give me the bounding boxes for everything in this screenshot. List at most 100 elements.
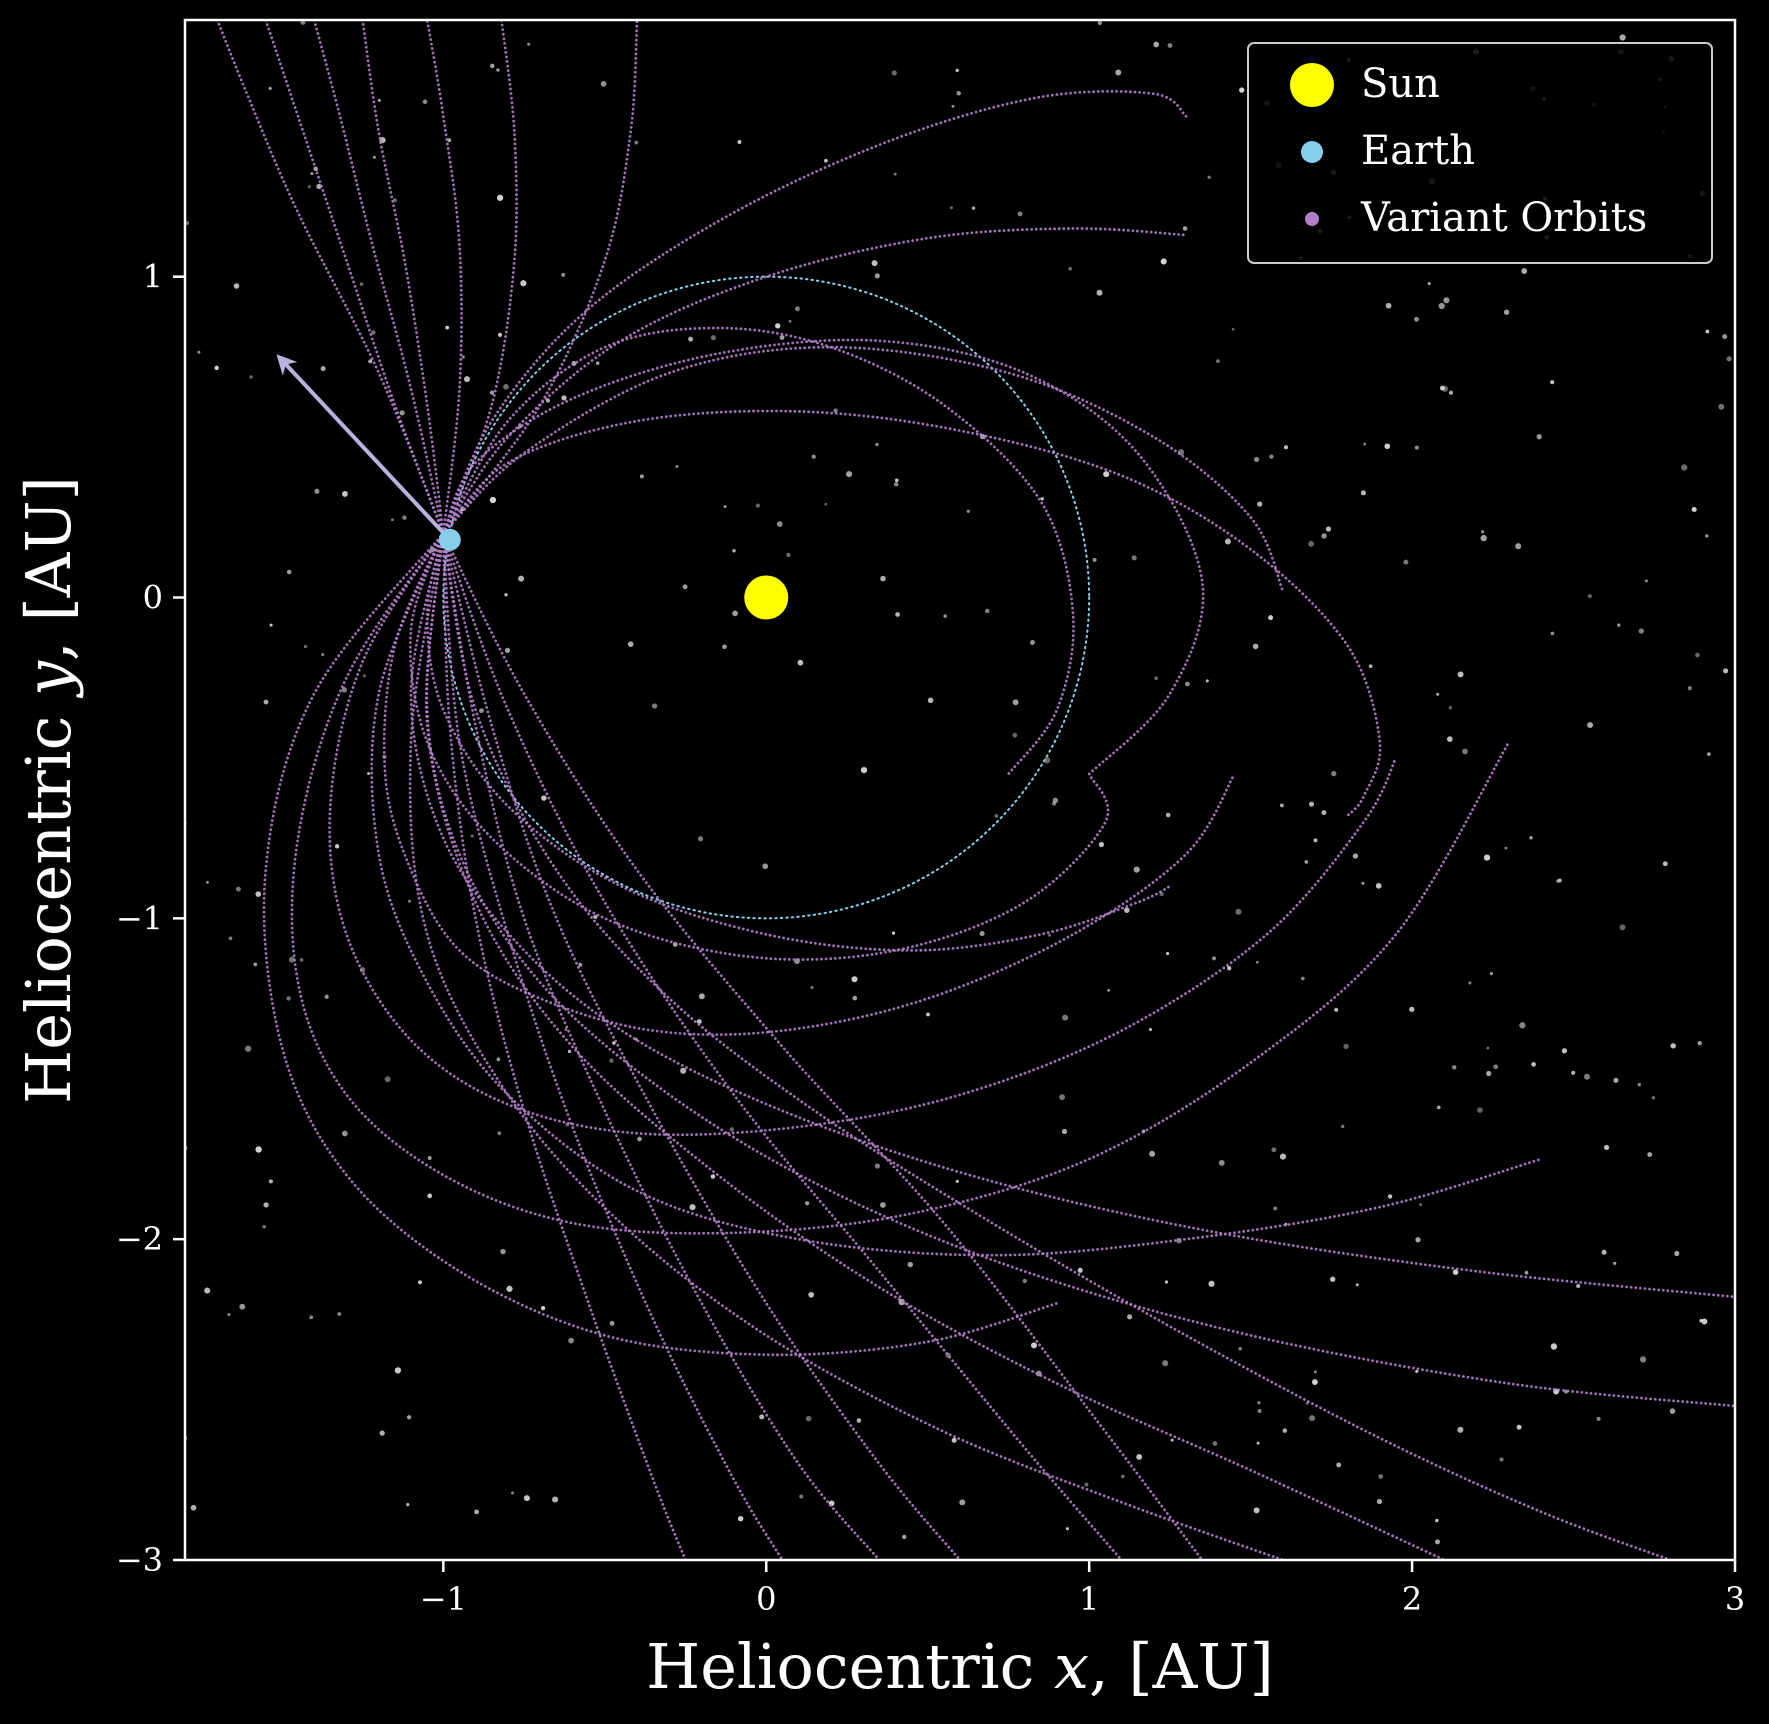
star <box>710 335 716 341</box>
star <box>235 886 241 892</box>
star <box>406 1415 412 1420</box>
star <box>1205 679 1209 683</box>
variant-orbit <box>382 531 1236 1037</box>
star <box>895 612 900 617</box>
star <box>1705 534 1709 538</box>
y-axis-ticks: −3 −2 −1 0 1 <box>116 258 185 1579</box>
star <box>1154 676 1158 680</box>
celestial-bodies-group <box>438 528 789 620</box>
star <box>732 610 738 617</box>
star <box>1651 1096 1656 1100</box>
star <box>737 139 742 145</box>
star <box>698 993 705 1000</box>
star <box>985 608 990 614</box>
star <box>1256 1441 1260 1445</box>
star <box>1282 1428 1288 1433</box>
star <box>407 899 412 903</box>
star <box>341 1130 348 1137</box>
earth-orbit-path <box>442 275 1091 920</box>
legend-orbits-label: Variant Orbits <box>1360 195 1647 241</box>
star <box>1218 1160 1225 1166</box>
star <box>609 1320 615 1326</box>
star <box>1097 20 1102 26</box>
star <box>1462 748 1468 755</box>
star <box>1587 722 1594 729</box>
star <box>268 1179 273 1184</box>
star <box>1252 643 1259 650</box>
star <box>1489 972 1493 976</box>
variant-orbit <box>441 531 784 1560</box>
star <box>1279 803 1284 808</box>
star <box>1583 1073 1591 1080</box>
star <box>497 1131 502 1136</box>
variant-orbit <box>408 531 1285 1560</box>
star <box>321 652 325 657</box>
star <box>204 1287 211 1294</box>
star <box>197 350 201 354</box>
star <box>1271 1147 1277 1153</box>
star <box>1415 1369 1419 1373</box>
star <box>722 644 727 650</box>
star <box>286 569 292 575</box>
star <box>1515 543 1522 550</box>
star <box>1378 1474 1383 1479</box>
star <box>762 863 769 870</box>
star <box>1043 757 1051 764</box>
star <box>399 410 405 416</box>
star <box>1224 538 1231 545</box>
star <box>1127 1314 1133 1320</box>
star <box>1601 1249 1607 1255</box>
star <box>833 408 838 413</box>
star <box>680 1067 687 1074</box>
x-tick-label: 0 <box>756 1580 776 1618</box>
earth-orbit-ring <box>442 275 1091 920</box>
star <box>288 956 295 963</box>
star <box>593 914 598 920</box>
star <box>214 365 219 371</box>
star <box>927 697 934 704</box>
star <box>461 355 465 359</box>
star <box>1414 445 1419 450</box>
star <box>1436 1105 1441 1110</box>
star <box>1480 530 1485 534</box>
star <box>249 375 253 379</box>
star <box>966 509 970 513</box>
star <box>406 1503 410 1507</box>
star <box>1052 797 1059 804</box>
star <box>943 614 947 618</box>
star <box>1304 860 1309 864</box>
star <box>523 1495 530 1502</box>
star <box>320 366 326 372</box>
star <box>578 962 583 967</box>
star <box>688 336 694 342</box>
star <box>268 86 272 90</box>
star <box>1561 1048 1568 1054</box>
star <box>1674 1250 1680 1257</box>
star <box>856 1418 862 1423</box>
star <box>1486 1070 1492 1077</box>
star <box>1477 1107 1483 1113</box>
sun-marker <box>744 575 789 620</box>
variant-orbit <box>425 20 463 535</box>
star <box>1166 952 1170 956</box>
variant-orbit <box>441 326 1075 776</box>
star <box>402 515 407 520</box>
legend-sun-marker <box>1290 63 1334 107</box>
star <box>697 836 704 842</box>
star <box>1504 846 1508 850</box>
star <box>1529 836 1533 840</box>
variant-orbit <box>424 531 1446 1560</box>
star <box>227 1313 231 1317</box>
star <box>1360 490 1366 496</box>
star <box>959 1499 966 1506</box>
star <box>1160 258 1167 265</box>
star <box>1613 1077 1619 1083</box>
star <box>1167 43 1173 48</box>
star <box>808 1291 815 1298</box>
star <box>1617 623 1621 627</box>
star <box>1030 1342 1038 1349</box>
star <box>637 1136 642 1142</box>
star <box>253 962 258 967</box>
star <box>504 593 508 597</box>
